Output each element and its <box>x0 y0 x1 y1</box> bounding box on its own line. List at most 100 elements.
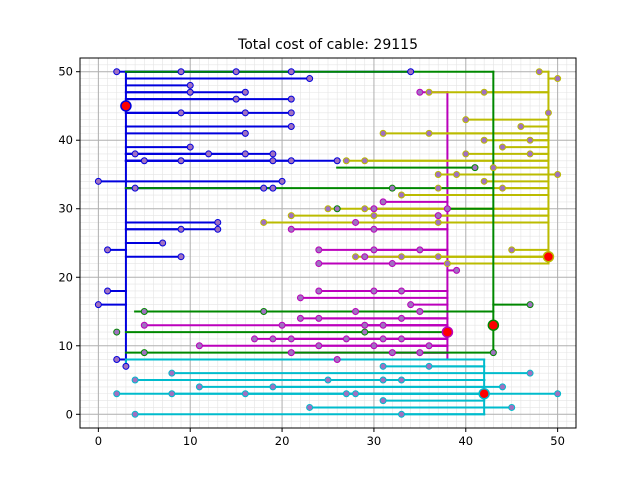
plot-frame <box>79 57 577 429</box>
data-point <box>287 157 295 165</box>
data-point <box>315 314 323 322</box>
data-point <box>287 95 295 103</box>
data-point <box>352 253 360 261</box>
data-point <box>269 184 277 192</box>
y-tick-label: 30 <box>58 202 73 216</box>
x-tick-label: 0 <box>95 434 102 448</box>
data-point <box>269 150 277 158</box>
data-point <box>287 109 295 117</box>
y-tick-label: 0 <box>66 407 73 421</box>
data-point <box>416 349 424 357</box>
data-point <box>379 397 387 405</box>
data-point <box>434 170 442 178</box>
data-point <box>535 68 543 76</box>
data-point <box>544 109 552 117</box>
data-point <box>379 376 387 384</box>
y-tick-label: 20 <box>58 270 73 284</box>
data-point <box>324 205 332 213</box>
data-point <box>416 88 424 96</box>
data-point <box>131 184 139 192</box>
data-point <box>324 376 332 384</box>
data-point <box>489 164 497 172</box>
data-point <box>140 157 148 165</box>
data-point <box>122 362 130 370</box>
data-point <box>186 81 194 89</box>
data-point <box>434 212 442 220</box>
data-point <box>94 177 102 185</box>
data-point <box>425 129 433 137</box>
data-point <box>131 410 139 418</box>
data-point <box>370 287 378 295</box>
data-point <box>397 314 405 322</box>
x-tick-label: 10 <box>183 434 198 448</box>
data-point <box>443 205 451 213</box>
data-point <box>241 150 249 158</box>
data-point <box>397 335 405 343</box>
data-point <box>425 362 433 370</box>
hub-point <box>441 326 454 338</box>
data-point <box>361 328 369 336</box>
data-point <box>517 123 525 131</box>
data-point <box>177 157 185 165</box>
data-point <box>113 355 121 363</box>
data-point <box>94 301 102 309</box>
data-point <box>352 308 360 316</box>
cable-lines <box>97 70 559 416</box>
data-point <box>296 294 304 302</box>
data-point <box>416 246 424 254</box>
data-point <box>186 88 194 96</box>
data-point <box>434 253 442 261</box>
data-point <box>168 369 176 377</box>
data-point <box>333 205 341 213</box>
data-point <box>177 253 185 261</box>
data-point <box>195 342 203 350</box>
data-point <box>370 212 378 220</box>
hub-point <box>120 100 132 112</box>
data-point <box>241 109 249 117</box>
data-point <box>499 383 507 391</box>
data-point <box>526 301 534 309</box>
data-point <box>260 184 268 192</box>
data-point <box>526 369 534 377</box>
data-point <box>397 376 405 384</box>
data-point <box>232 95 240 103</box>
data-point <box>168 390 176 398</box>
data-point <box>425 88 433 96</box>
data-point <box>379 362 387 370</box>
data-point <box>241 129 249 137</box>
x-tick-label: 40 <box>458 434 473 448</box>
data-point <box>397 191 405 199</box>
data-point <box>131 150 139 158</box>
chart-title: Total cost of cable: 29115 <box>237 37 418 53</box>
y-tick-label: 40 <box>58 133 73 147</box>
data-point <box>241 390 249 398</box>
data-point <box>113 390 121 398</box>
data-point <box>397 253 405 261</box>
data-point <box>499 184 507 192</box>
data-point <box>352 390 360 398</box>
data-point <box>508 403 516 411</box>
data-point <box>287 349 295 357</box>
data-point <box>554 390 562 398</box>
data-point <box>269 335 277 343</box>
data-point <box>251 335 259 343</box>
y-axis-ticks: 0 10 20 30 40 50 <box>58 65 80 421</box>
data-point <box>342 157 350 165</box>
data-point <box>333 157 341 165</box>
data-point <box>278 177 286 185</box>
data-point <box>315 287 323 295</box>
data-point <box>361 253 369 261</box>
data-point <box>278 321 286 329</box>
data-point <box>315 246 323 254</box>
x-axis-ticks: 0 10 20 30 40 50 <box>95 428 565 448</box>
y-tick-label: 10 <box>58 339 73 353</box>
data-point <box>306 403 314 411</box>
data-point <box>113 68 121 76</box>
data-point <box>379 198 387 206</box>
data-point <box>370 205 378 213</box>
hub-point <box>487 319 500 331</box>
data-point <box>453 266 461 274</box>
data-point <box>104 287 112 295</box>
hub-points <box>120 100 555 400</box>
